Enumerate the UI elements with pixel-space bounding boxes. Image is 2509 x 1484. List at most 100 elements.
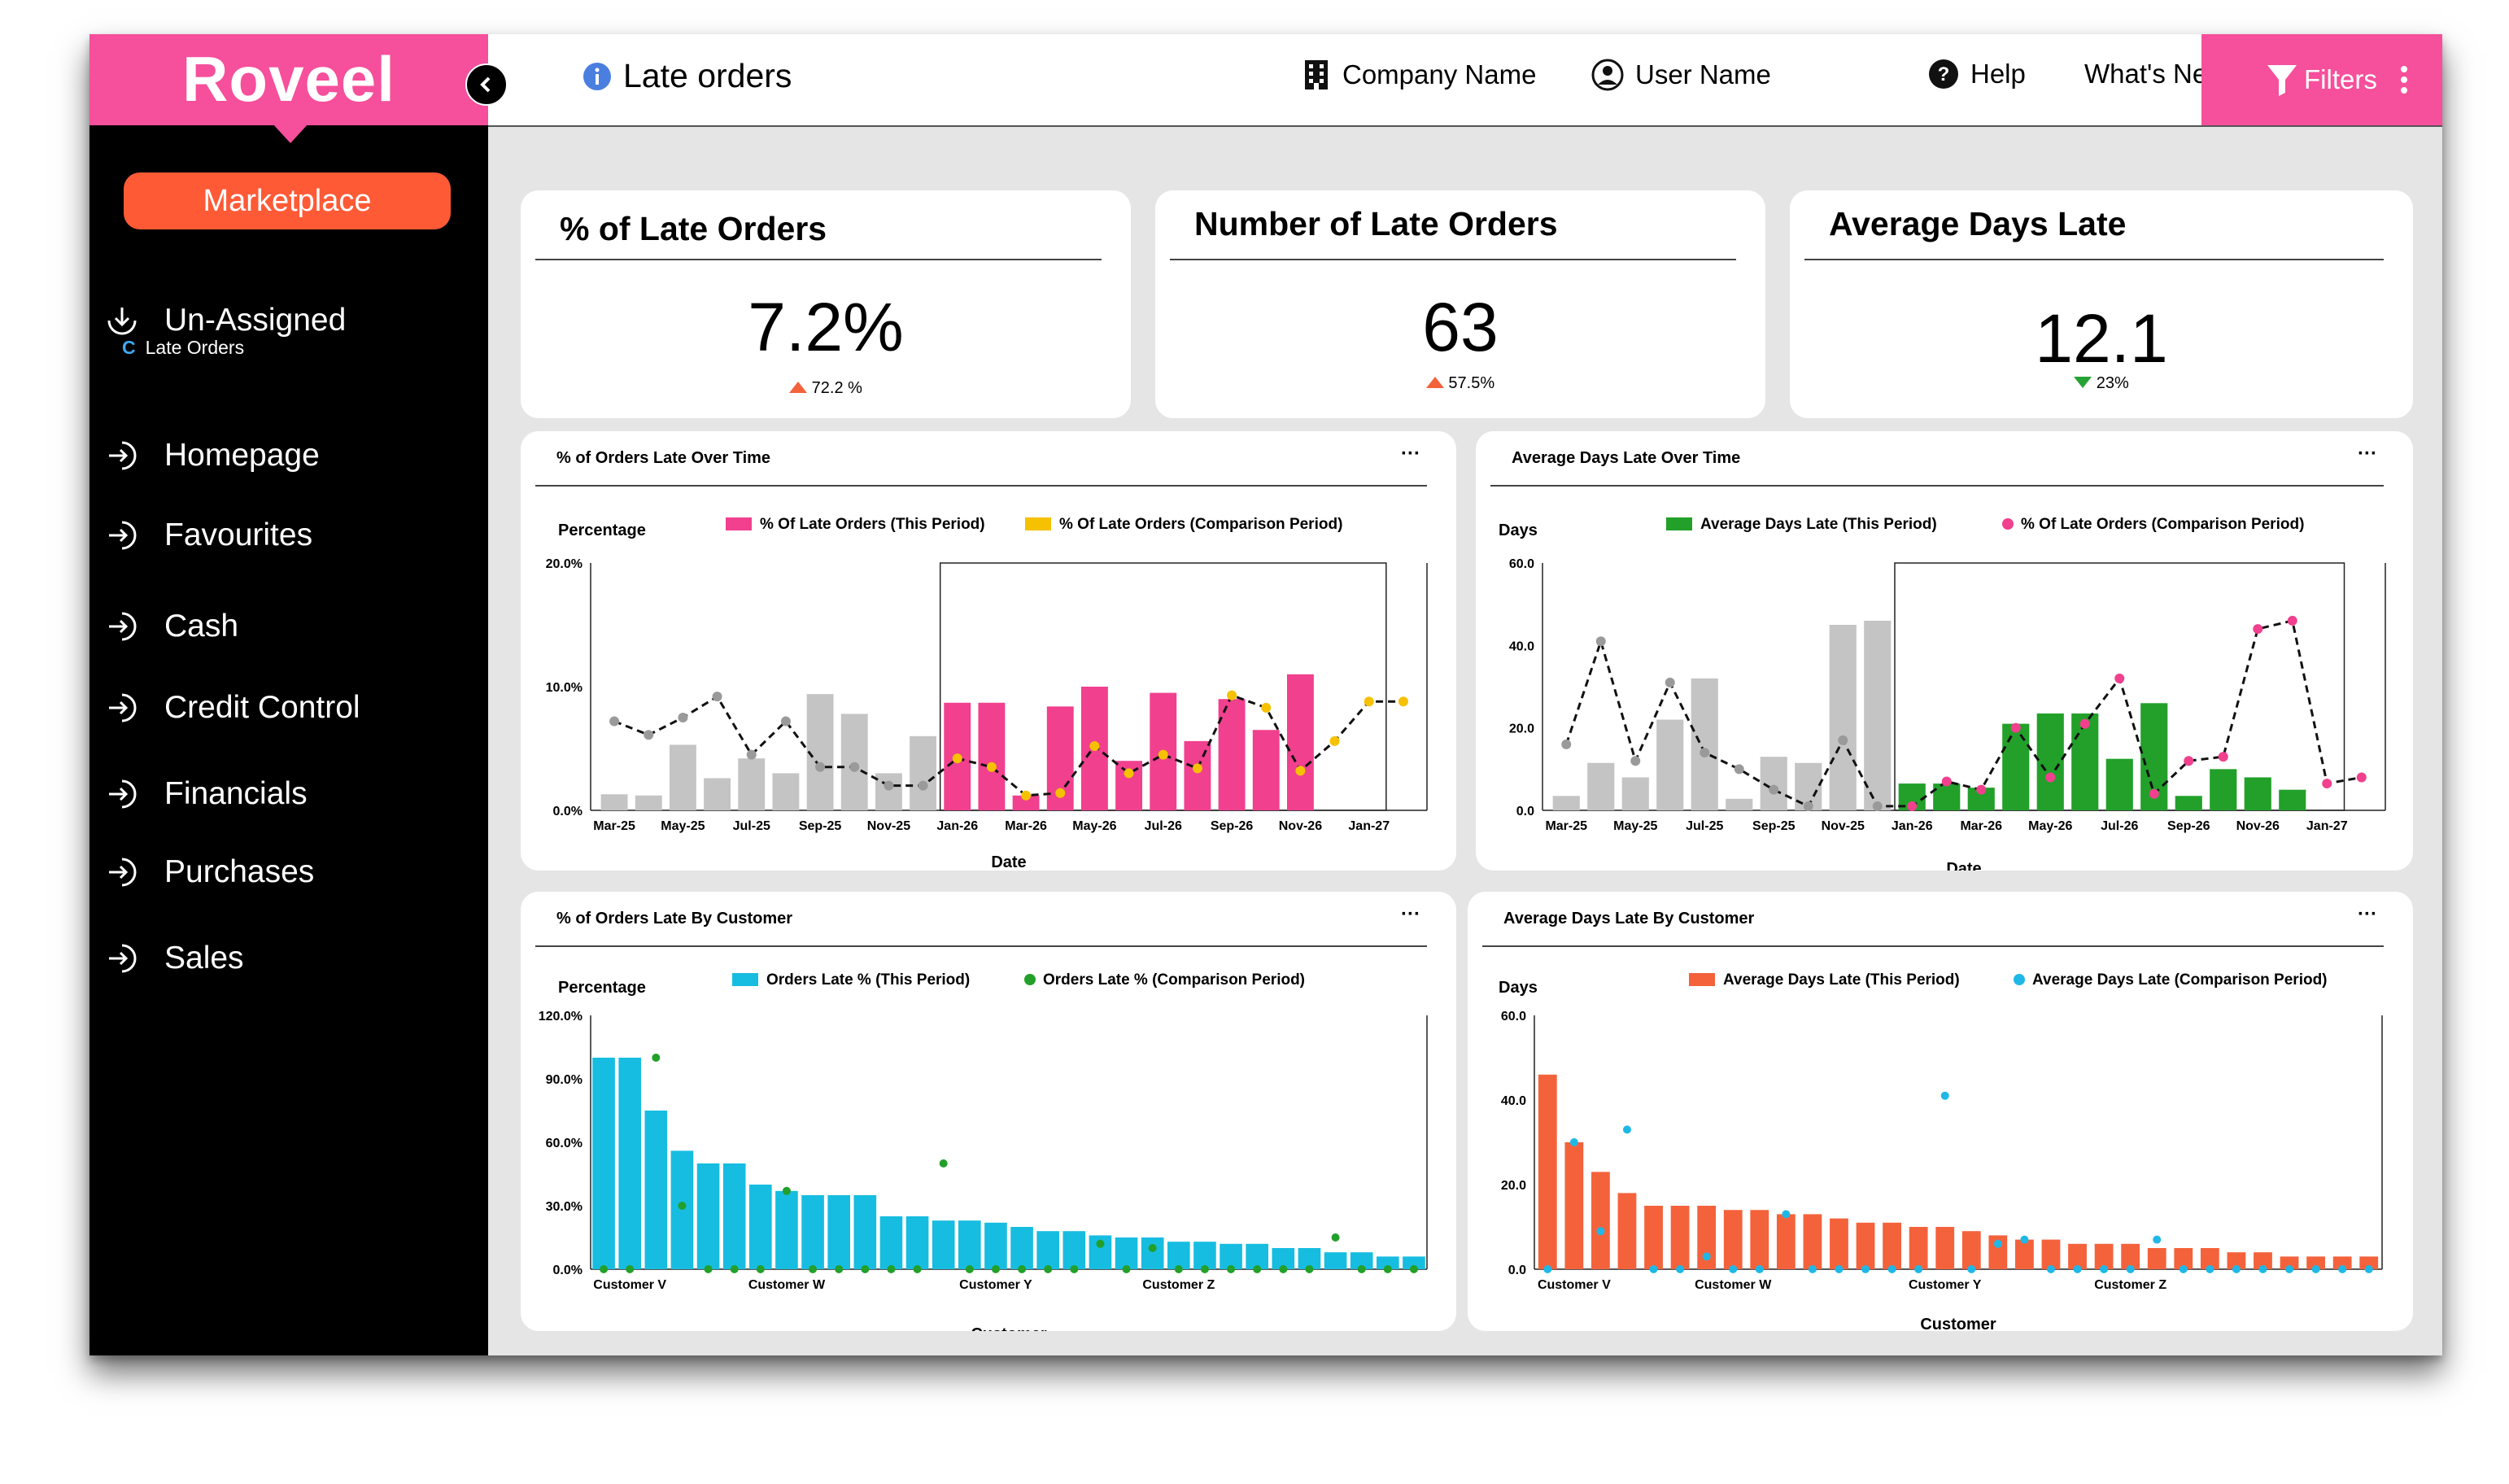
- y-tick-label: 0.0%: [553, 1264, 583, 1277]
- bar: [1115, 761, 1143, 810]
- legend-swatch: [1025, 517, 1051, 530]
- filters-button[interactable]: Filters: [2201, 34, 2442, 125]
- comparison-marker: [1769, 784, 1779, 795]
- comparison-marker: [2356, 772, 2367, 783]
- y-tick-label: 60.0: [1509, 557, 1534, 571]
- logo[interactable]: Roveel: [89, 34, 488, 125]
- comparison-marker: [1729, 1265, 1738, 1273]
- info-icon[interactable]: [583, 62, 612, 91]
- bar: [2332, 1256, 2352, 1269]
- bar: [704, 778, 731, 810]
- arrow-in-circle-icon: [109, 612, 137, 641]
- sidebar-item-credit-control[interactable]: Credit Control: [104, 687, 360, 729]
- divider: [1482, 945, 2384, 947]
- sidebar-item-unassigned[interactable]: Un-Assigned: [104, 299, 346, 342]
- sidebar-item-financials[interactable]: Financials: [104, 773, 308, 815]
- bar: [1063, 1231, 1086, 1269]
- bar: [932, 1220, 955, 1269]
- page-title-text: Late orders: [623, 57, 792, 94]
- comparison-marker: [1409, 1265, 1418, 1273]
- bar: [2359, 1256, 2379, 1269]
- sidebar-item-homepage[interactable]: Homepage: [104, 434, 320, 477]
- more-options-icon[interactable]: ···: [1401, 903, 1420, 925]
- comparison-marker: [652, 1054, 661, 1062]
- triangle-down-icon: [2074, 377, 2092, 388]
- legend-swatch: [732, 973, 758, 986]
- comparison-marker: [2153, 1235, 2162, 1244]
- collapse-sidebar-button[interactable]: [465, 63, 508, 106]
- legend-swatch: [726, 517, 752, 530]
- comparison-marker: [704, 1265, 713, 1273]
- comparison-marker: [2046, 1265, 2055, 1273]
- comparison-marker: [1200, 1265, 1209, 1273]
- app-window: Roveel Marketplace Un-Assigned C Late Or…: [89, 34, 2442, 1355]
- sidebar-subitem-late-orders[interactable]: C Late Orders: [122, 337, 244, 359]
- chart-late-pct-over-time: 0.0% 10.0% 20.0% Percentage Date % Of Late Or…: [546, 516, 1428, 871]
- chart-avg-days-by-customer: 0.0 20.0 40.0 60.0 Days Customer Average Days …: [1499, 971, 2383, 1331]
- comparison-marker: [815, 762, 826, 772]
- svg-text:?: ?: [1938, 63, 1950, 85]
- legend-label: Average Days Late (This Period): [1700, 516, 1937, 533]
- sidebar-item-label: Favourites: [164, 517, 313, 552]
- comparison-marker: [1227, 690, 1237, 701]
- bar: [2147, 1248, 2166, 1269]
- sidebar: Roveel Marketplace Un-Assigned C Late Or…: [89, 34, 488, 1355]
- comparison-marker: [1808, 1265, 1817, 1273]
- sidebar-item-label: Cash: [164, 609, 239, 644]
- bar: [1184, 740, 1211, 810]
- more-options-icon[interactable]: ···: [2358, 443, 2377, 465]
- sidebar-item-label: Sales: [164, 941, 244, 976]
- divider: [1490, 485, 2384, 487]
- y-tick-label: 40.0: [1509, 639, 1534, 653]
- subitem-prefix: C: [122, 337, 136, 358]
- kpi-delta-row: 23%: [1790, 374, 2413, 393]
- comparison-marker: [986, 762, 997, 772]
- comparison-marker: [746, 749, 757, 760]
- kpi-card-late-orders-count: Number of Late Orders 63 57.5%: [1155, 190, 1765, 418]
- comparison-marker: [678, 713, 688, 722]
- x-tick-label: Nov-25: [1822, 819, 1865, 833]
- sidebar-item-cash[interactable]: Cash: [104, 605, 238, 648]
- marketplace-button[interactable]: Marketplace: [124, 172, 451, 229]
- comparison-marker: [1295, 766, 1306, 776]
- more-options-icon[interactable]: ···: [1401, 443, 1420, 465]
- comparison-marker: [1398, 696, 1408, 707]
- comparison-marker: [835, 1265, 844, 1273]
- company-selector[interactable]: Company Name: [1302, 59, 1536, 91]
- y-tick-label: 60.0%: [546, 1137, 583, 1150]
- y-axis-label: Days: [1499, 979, 1538, 997]
- bar: [2068, 1243, 2087, 1269]
- bar: [1564, 1142, 1584, 1269]
- x-tick-label: Nov-25: [867, 819, 910, 833]
- logo-text: Roveel: [182, 43, 395, 115]
- comparison-marker: [2045, 772, 2056, 783]
- legend-marker: [2014, 974, 2025, 985]
- sidebar-item-purchases[interactable]: Purchases: [104, 851, 314, 893]
- legend-label: Average Days Late (Comparison Period): [2032, 971, 2328, 989]
- bar: [1218, 699, 1246, 810]
- panel-avg-days-by-customer: Average Days Late By Customer ··· 0.0 20.…: [1468, 892, 2413, 1331]
- kpi-delta-row: 72.2 %: [521, 379, 1131, 398]
- help-link[interactable]: ? Help: [1928, 59, 2026, 89]
- more-options-icon[interactable]: ···: [2358, 903, 2377, 925]
- x-tick-label: Jan-26: [936, 819, 978, 833]
- comparison-marker: [1174, 1265, 1183, 1273]
- comparison-marker: [2311, 1265, 2320, 1273]
- comparison-marker: [1096, 1239, 1105, 1248]
- bar: [984, 1222, 1007, 1269]
- user-menu[interactable]: User Name: [1591, 59, 1771, 91]
- bar: [1909, 1227, 1928, 1269]
- x-tick-label: Customer Y: [1909, 1278, 1982, 1292]
- bar: [696, 1163, 720, 1269]
- chart-late-pct-by-customer: 0.0% 30.0% 60.0% 90.0% 120.0% Percentage Custo…: [539, 971, 1428, 1331]
- sidebar-item-favourites[interactable]: Favourites: [104, 514, 312, 556]
- bar: [1697, 1206, 1717, 1269]
- comparison-marker: [2126, 1265, 2135, 1273]
- comparison-marker: [2079, 718, 2090, 729]
- comparison-marker: [2218, 752, 2228, 762]
- x-tick-label: May-26: [1072, 819, 1116, 833]
- sidebar-item-sales[interactable]: Sales: [104, 937, 244, 980]
- y-tick-label: 20.0%: [546, 557, 583, 571]
- kebab-menu-icon[interactable]: [2400, 65, 2408, 94]
- comparison-marker: [1329, 735, 1340, 746]
